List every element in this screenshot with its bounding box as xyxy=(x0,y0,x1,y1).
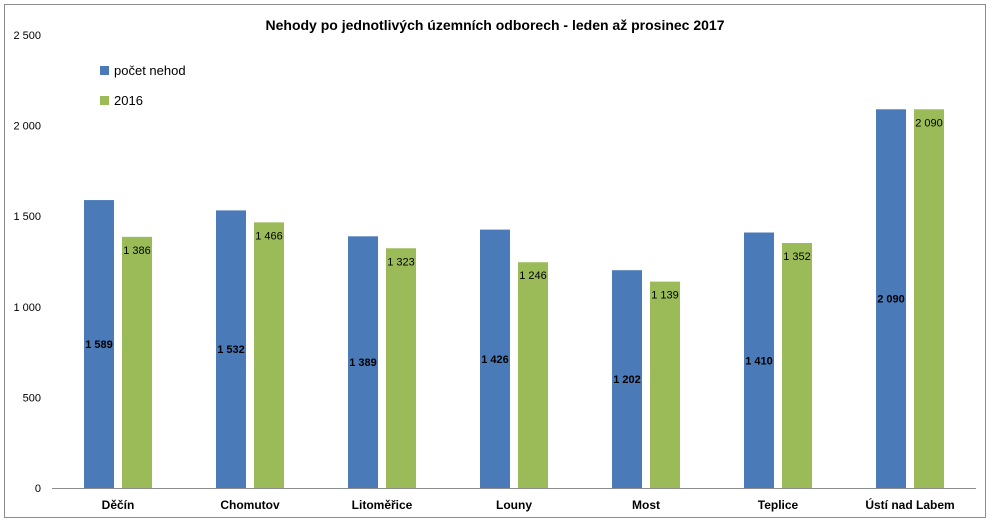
legend-swatch xyxy=(100,66,109,75)
bar-pocet-nehod xyxy=(84,200,114,489)
bar-pocet-nehod xyxy=(480,229,510,488)
bar-pocet-nehod xyxy=(876,109,906,489)
x-tick-label: Teplice xyxy=(758,498,799,512)
y-tick-label: 2 500 xyxy=(13,30,41,42)
data-label-2016: 1 246 xyxy=(519,270,547,282)
bar-2016 xyxy=(650,281,680,488)
chart-title: Nehody po jednotlivých územních odborech… xyxy=(266,17,725,33)
legend-label: 2016 xyxy=(114,93,143,108)
legend-label: počet nehod xyxy=(114,63,186,78)
y-tick-label: 2 000 xyxy=(13,121,41,133)
bars: 1 589 1 386 1 532 1 466 1 389 1 323 1 426 1 246… xyxy=(84,109,944,489)
data-label-pocet-nehod: 1 426 xyxy=(481,354,509,366)
x-tick-label: Děčín xyxy=(102,498,135,512)
data-label-2016: 1 323 xyxy=(387,256,415,268)
legend: počet nehod 2016 xyxy=(100,63,186,108)
y-tick-label: 0 xyxy=(35,483,41,495)
bar-pocet-nehod xyxy=(216,210,246,488)
y-tick-label: 1 000 xyxy=(13,302,41,314)
bar-2016 xyxy=(518,262,548,488)
bar-pocet-nehod xyxy=(612,270,642,488)
x-tick-label: Litoměřice xyxy=(352,498,413,512)
bar-2016 xyxy=(254,222,284,489)
y-tick-label: 500 xyxy=(23,392,41,404)
bar-2016 xyxy=(122,236,152,488)
data-label-pocet-nehod: 1 589 xyxy=(85,339,113,351)
legend-swatch xyxy=(100,96,109,105)
y-axis: 0 500 1 000 1 500 2 000 2 500 xyxy=(13,30,41,495)
data-label-2016: 2 090 xyxy=(915,117,943,129)
data-label-2016: 1 466 xyxy=(255,230,283,242)
bar-2016 xyxy=(386,248,416,488)
data-label-pocet-nehod: 2 090 xyxy=(877,294,905,306)
x-tick-label: Most xyxy=(632,498,660,512)
data-label-pocet-nehod: 1 202 xyxy=(613,374,641,386)
data-label-2016: 1 386 xyxy=(123,245,151,257)
x-axis: Děčín Chomutov Litoměřice Louny Most Teplice Ú… xyxy=(52,488,976,512)
data-label-pocet-nehod: 1 532 xyxy=(217,344,245,356)
x-tick-label: Louny xyxy=(496,498,532,512)
x-tick-label: Ústí nad Labem xyxy=(865,497,954,512)
bar-2016 xyxy=(782,243,812,488)
data-label-2016: 1 352 xyxy=(783,251,811,263)
x-tick-label: Chomutov xyxy=(220,498,280,512)
y-tick-label: 1 500 xyxy=(13,211,41,223)
bar-pocet-nehod xyxy=(348,236,378,488)
data-label-pocet-nehod: 1 389 xyxy=(349,357,377,369)
data-label-2016: 1 139 xyxy=(651,290,679,302)
bar-2016 xyxy=(914,109,944,489)
data-label-pocet-nehod: 1 410 xyxy=(745,355,773,367)
bar-pocet-nehod xyxy=(744,232,774,488)
